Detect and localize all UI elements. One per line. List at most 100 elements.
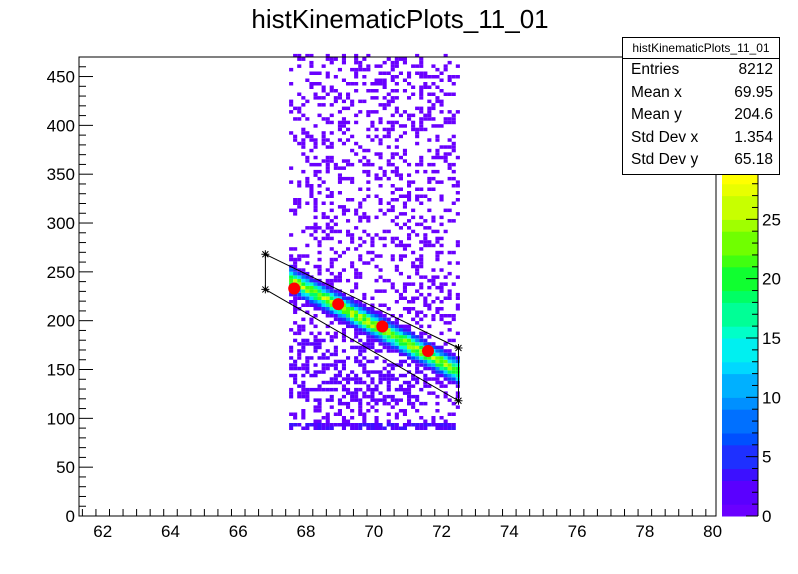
heatmap-cell <box>317 409 322 413</box>
heatmap-cell <box>415 352 420 357</box>
heatmap-cell <box>346 321 351 325</box>
heatmap-cell <box>439 145 444 149</box>
heatmap-cell <box>431 103 436 107</box>
heatmap-cell <box>394 64 399 68</box>
heatmap-cell <box>358 187 363 191</box>
heatmap-cell <box>354 141 359 146</box>
heatmap-cell <box>390 152 395 156</box>
heatmap-cell <box>447 162 452 167</box>
heatmap-cell <box>382 85 387 89</box>
heatmap-cell <box>289 131 294 135</box>
heatmap-cell <box>333 257 338 262</box>
heatmap-cell <box>333 292 338 297</box>
heatmap-cell <box>337 412 342 416</box>
heatmap-cell <box>370 338 375 343</box>
heatmap-cell <box>378 254 383 258</box>
heatmap-cell <box>378 78 383 82</box>
heatmap-cell <box>317 268 322 272</box>
heatmap-cell <box>313 419 318 423</box>
heatmap-cell <box>447 314 452 318</box>
heatmap-cell <box>305 391 310 395</box>
heatmap-cell <box>394 152 399 156</box>
heatmap-cell <box>398 349 403 353</box>
heatmap-cell <box>366 423 371 427</box>
heatmap-cell <box>329 405 334 409</box>
heatmap-cell <box>455 240 460 244</box>
heatmap-cell <box>427 240 432 244</box>
heatmap-cell <box>398 373 403 378</box>
heatmap-cell <box>402 152 407 156</box>
heatmap-cell <box>346 159 351 163</box>
heatmap-cell <box>378 236 383 241</box>
heatmap-cell <box>435 401 440 406</box>
heatmap-cell <box>423 377 428 381</box>
heatmap-cell <box>390 78 395 82</box>
stats-row-std-x: Std Dev x 1.354 <box>623 127 779 150</box>
heatmap-cell <box>419 254 424 258</box>
heatmap-cell <box>378 166 383 170</box>
heatmap-cell <box>415 349 420 353</box>
stats-label: Std Dev x <box>631 128 699 146</box>
heatmap-cell <box>305 370 310 374</box>
heatmap-cell <box>407 226 412 230</box>
heatmap-cell <box>411 394 416 399</box>
heatmap-cell <box>402 338 407 343</box>
palette-segment <box>722 397 758 410</box>
heatmap-cell <box>415 296 420 300</box>
heatmap-cell <box>333 99 338 104</box>
heatmap-cell <box>293 321 298 325</box>
heatmap-cell <box>341 300 346 304</box>
heatmap-cell <box>358 321 363 325</box>
heatmap-cell <box>354 373 359 378</box>
heatmap-cell <box>301 113 306 118</box>
heatmap-cell <box>394 75 399 79</box>
heatmap-cell <box>346 198 351 202</box>
heatmap-cell <box>415 106 420 111</box>
heatmap-cell <box>301 324 306 329</box>
palette-segment <box>722 290 758 303</box>
palette-segment <box>722 456 758 470</box>
heatmap-cell <box>415 342 420 346</box>
heatmap-cell <box>435 254 440 258</box>
heatmap-cell <box>325 398 330 402</box>
heatmap-cell <box>329 89 334 93</box>
heatmap-cell <box>419 317 424 322</box>
heatmap-cell <box>386 145 391 149</box>
stats-label: Mean y <box>631 106 682 123</box>
heatmap-cell <box>370 120 375 125</box>
heatmap-cell <box>341 366 346 371</box>
heatmap-cell <box>394 138 399 142</box>
heatmap-cell <box>407 191 412 195</box>
heatmap-cell <box>329 226 334 230</box>
heatmap-cell <box>435 85 440 89</box>
heatmap-cell <box>358 159 363 163</box>
heatmap-cell <box>435 349 440 353</box>
heatmap-cell <box>362 366 367 371</box>
heatmap-cell <box>451 169 456 174</box>
heatmap-cell <box>402 289 407 293</box>
heatmap-cell <box>366 394 371 399</box>
heatmap-cell <box>358 359 363 364</box>
heatmap-cell <box>297 117 302 121</box>
heatmap-cell <box>329 292 334 297</box>
heatmap-cell <box>439 71 444 75</box>
heatmap-cell <box>354 426 359 430</box>
heatmap-cell <box>374 110 379 114</box>
heatmap-cell <box>297 391 302 395</box>
heatmap-cell <box>325 426 330 430</box>
heatmap-cell <box>317 176 322 181</box>
heatmap-cell <box>431 275 436 279</box>
heatmap-cell <box>427 110 432 114</box>
heatmap-cell <box>305 363 310 367</box>
heatmap-cell <box>321 117 326 121</box>
heatmap-cell <box>386 307 391 311</box>
heatmap-cell <box>337 317 342 322</box>
heatmap-cell <box>451 314 456 318</box>
heatmap-cell <box>431 345 436 350</box>
heatmap-cell <box>370 314 375 318</box>
heatmap-cell <box>398 254 403 258</box>
heatmap-cell <box>325 292 330 297</box>
heatmap-cell <box>407 398 412 402</box>
heatmap-cell <box>407 391 412 395</box>
heatmap-cell <box>374 401 379 406</box>
